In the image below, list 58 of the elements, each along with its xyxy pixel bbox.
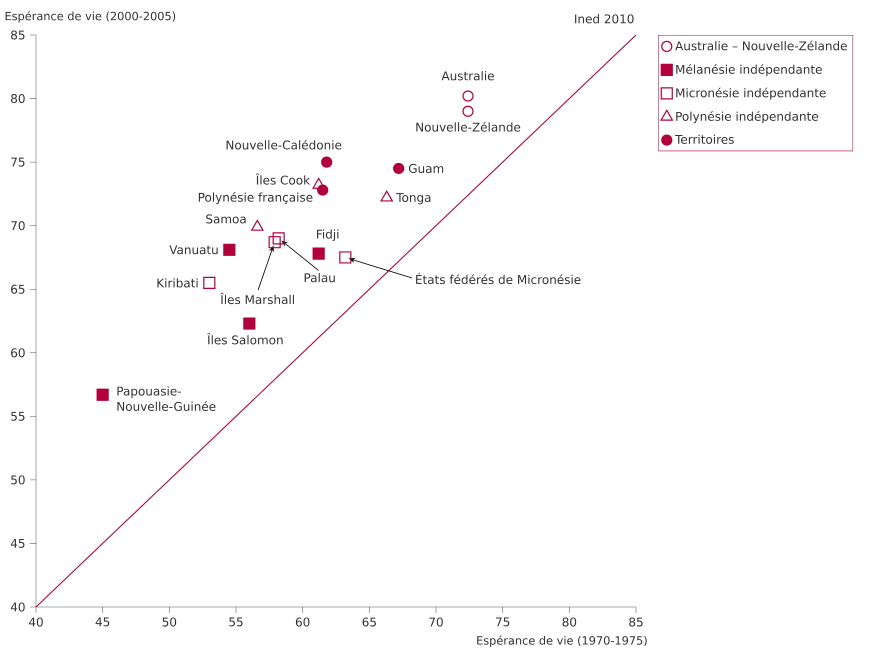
point xyxy=(317,184,328,196)
y-tick-label: 85 xyxy=(11,30,24,40)
x-tick-label: 70 xyxy=(429,617,443,627)
x-tick-label: 65 xyxy=(362,617,376,627)
legend-label: Mélanésie indépendante xyxy=(676,64,822,76)
point xyxy=(312,248,325,260)
y-tick-label: 75 xyxy=(11,158,24,167)
y-tick-label: 45 xyxy=(10,538,24,548)
text: Ined 2010 xyxy=(575,14,634,24)
x-tick-label: 85 xyxy=(629,617,643,627)
legend-label: Territoires xyxy=(675,134,734,144)
annotation: Fidji xyxy=(317,229,338,242)
x-tick-label: 55 xyxy=(229,617,243,626)
x-tick-label: 75 xyxy=(496,617,510,626)
annotation: Polynésie française xyxy=(198,192,312,204)
x-tick-label: 80 xyxy=(562,617,576,627)
point xyxy=(203,276,216,289)
annotation: Vanuatu xyxy=(169,245,218,254)
point xyxy=(223,244,236,256)
point xyxy=(393,162,404,174)
legend-label: Micronésie indépendante xyxy=(676,88,826,100)
annotation: Îles Cook xyxy=(256,173,310,185)
x-tick-label: 50 xyxy=(162,617,176,627)
annotation: Palau xyxy=(304,272,335,282)
annotation: Kiribati xyxy=(157,278,198,288)
annotation: Australie xyxy=(442,71,494,80)
annotation: Nouvelle-Calédonie xyxy=(226,140,342,150)
x-tick-label: 40 xyxy=(28,617,43,627)
x-tick-label: 60 xyxy=(296,617,310,627)
legend-label: Australie – Nouvelle-Zélande xyxy=(675,40,847,50)
point xyxy=(268,236,281,248)
y-axis-title: Espérance de vie (2000-2005) xyxy=(6,11,176,23)
y-tick-label: 80 xyxy=(11,94,25,104)
legend-label: Polynésie indépendante xyxy=(676,111,818,124)
annotation: Samoa xyxy=(206,214,246,224)
y-tick-label: 50 xyxy=(11,475,25,484)
point xyxy=(339,251,352,264)
y-tick-label: 55 xyxy=(11,412,24,421)
y-tick-label: 60 xyxy=(11,348,25,358)
annotation: Îles Marshall xyxy=(220,292,294,304)
point xyxy=(321,156,332,168)
y-tick-label: 65 xyxy=(11,284,24,294)
y-tick-label: 70 xyxy=(11,221,25,230)
annotation: États fédérés de Micronésie xyxy=(416,272,581,284)
x-axis-title: Espérance de vie (1970-1975) xyxy=(477,636,647,647)
point xyxy=(462,90,474,102)
point xyxy=(96,388,109,401)
point xyxy=(243,317,256,330)
y-tick-label: 40 xyxy=(10,602,25,612)
annotation: Papouasie-Nouvelle-Guinée xyxy=(117,386,216,411)
annotation: Îles Salomon xyxy=(207,333,283,344)
annotation: Guam xyxy=(408,164,444,174)
point xyxy=(380,190,393,202)
annotation: Tonga xyxy=(396,193,430,204)
x-tick-label: 45 xyxy=(96,617,110,626)
point xyxy=(272,232,285,244)
annotation: Nouvelle-Zélande xyxy=(416,122,520,132)
point xyxy=(462,106,474,117)
